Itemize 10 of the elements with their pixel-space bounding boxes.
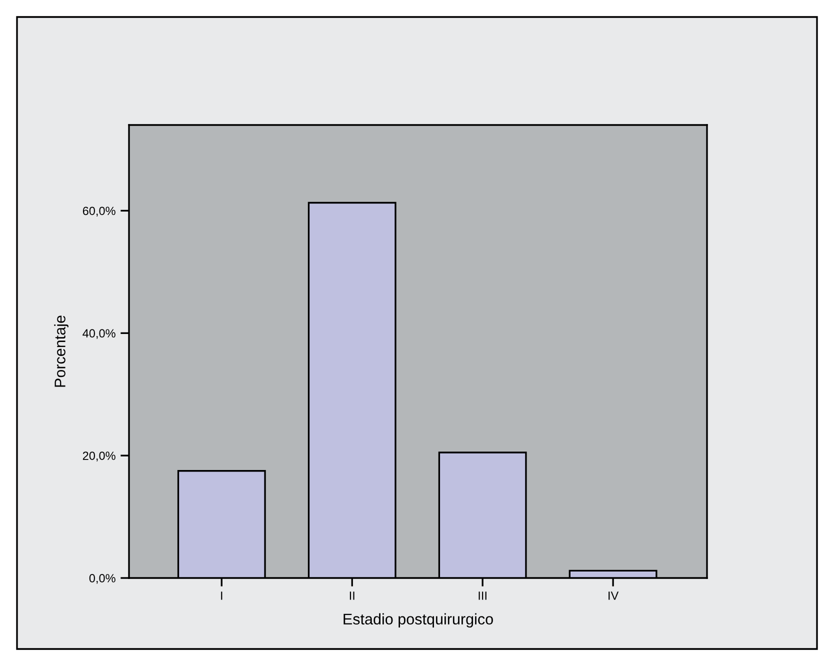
x-tick-label: III bbox=[478, 592, 486, 600]
x-tick-label: II bbox=[350, 592, 354, 600]
x-tick-label: I bbox=[221, 592, 222, 600]
x-tick-label: IV bbox=[608, 592, 619, 600]
y-tick-label: 20,0% bbox=[82, 452, 116, 462]
y-tick-label: 40,0% bbox=[82, 329, 116, 339]
x-axis-title: Estadio postquirurgico bbox=[344, 613, 493, 628]
y-tick-label: 0,0% bbox=[89, 574, 116, 584]
y-tick-label: 60,0% bbox=[82, 206, 116, 216]
y-axis-title: Porcentaje bbox=[54, 316, 68, 387]
